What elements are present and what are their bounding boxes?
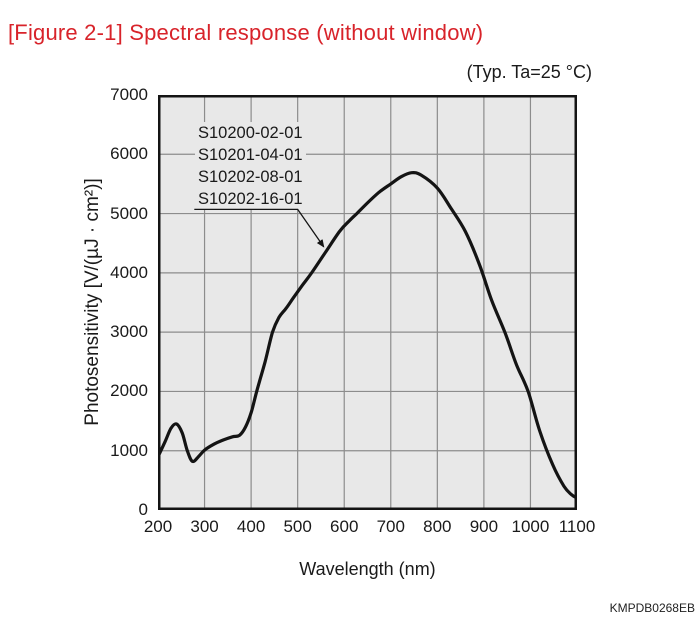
x-tick-label: 400 xyxy=(236,517,266,536)
plot-area: S10200-02-01 S10201-04-01 S10202-08-01 S… xyxy=(158,95,577,510)
y-tick-label: 0 xyxy=(138,500,148,519)
legend-item: S10200-02-01 xyxy=(198,124,303,142)
x-tick-label: 500 xyxy=(283,517,312,536)
x-tick-label: 900 xyxy=(469,517,499,536)
x-tick-label: 300 xyxy=(190,517,219,536)
legend-item: S10202-16-01 xyxy=(198,190,303,208)
figure-title: [Figure 2-1] Spectral response (without … xyxy=(8,20,484,45)
response-curve xyxy=(158,170,577,500)
x-tick-label: 600 xyxy=(330,517,359,536)
y-tick-label: 5000 xyxy=(110,203,148,223)
y-tick-label: 4000 xyxy=(110,262,148,282)
legend: S10200-02-01 S10201-04-01 S10202-08-01 S… xyxy=(195,122,306,210)
condition-label: (Typ. Ta=25 °C) xyxy=(466,62,592,82)
x-tick-label: 1000 xyxy=(511,517,550,536)
x-tick-label: 800 xyxy=(423,517,452,536)
legend-item: S10202-08-01 xyxy=(198,168,303,186)
x-tick-label: 700 xyxy=(376,517,405,536)
legend-item: S10201-04-01 xyxy=(198,146,303,164)
y-tick-label: 2000 xyxy=(110,381,148,401)
x-tick-label: 1100 xyxy=(558,517,596,536)
legend-leader-arrow xyxy=(194,208,325,248)
x-axis-title: Wavelength (nm) xyxy=(299,559,436,579)
document-code: KMPDB0268EB xyxy=(609,601,695,615)
y-tick-label: 6000 xyxy=(110,144,148,164)
y-tick-label: 3000 xyxy=(110,322,148,342)
y-tick-label: 7000 xyxy=(110,85,148,104)
x-tick-label: 200 xyxy=(143,517,173,536)
y-tick-label: 1000 xyxy=(110,440,148,460)
